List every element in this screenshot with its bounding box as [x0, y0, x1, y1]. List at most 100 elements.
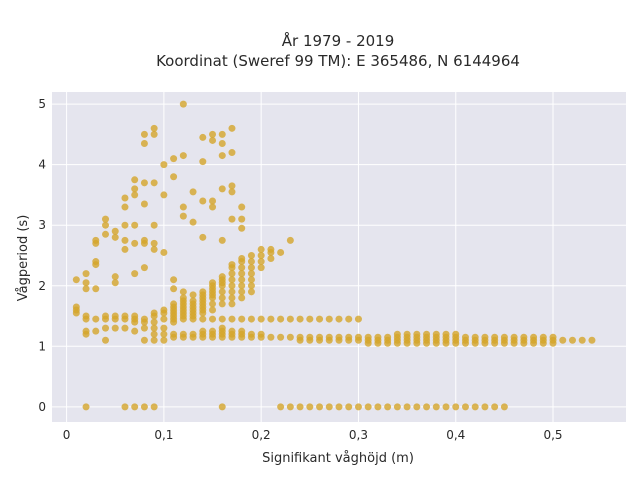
- data-point: [179, 294, 187, 302]
- data-point: [218, 130, 226, 138]
- data-point: [500, 333, 508, 341]
- data-point: [209, 197, 217, 205]
- x-tick-label: 0,2: [252, 428, 271, 442]
- data-point: [247, 315, 255, 323]
- data-point: [199, 315, 207, 323]
- data-point: [150, 324, 158, 332]
- data-point: [238, 215, 246, 223]
- data-point: [189, 218, 197, 226]
- data-point: [354, 315, 362, 323]
- data-point: [150, 336, 158, 344]
- data-point: [209, 279, 217, 287]
- data-point: [209, 300, 217, 308]
- data-point: [306, 403, 314, 411]
- data-point: [121, 245, 129, 253]
- data-point: [140, 403, 148, 411]
- data-point: [432, 403, 440, 411]
- data-point: [140, 139, 148, 147]
- data-point: [267, 245, 275, 253]
- data-point: [461, 403, 469, 411]
- data-point: [209, 327, 217, 335]
- data-point: [150, 221, 158, 229]
- data-point: [530, 333, 538, 341]
- data-point: [131, 312, 139, 320]
- data-point: [72, 303, 80, 311]
- data-point: [160, 330, 168, 338]
- data-point: [267, 315, 275, 323]
- data-point: [121, 403, 129, 411]
- data-point: [286, 236, 294, 244]
- data-point: [92, 258, 100, 266]
- data-point: [150, 318, 158, 326]
- data-point: [267, 255, 275, 263]
- x-tick-label: 0,5: [543, 428, 562, 442]
- data-point: [452, 403, 460, 411]
- data-point: [238, 327, 246, 335]
- data-point: [150, 124, 158, 132]
- data-point: [131, 176, 139, 184]
- x-axis-ticks: 0 0,1 0,2 0,3 0,4 0,5: [63, 428, 563, 442]
- data-point: [345, 333, 353, 341]
- data-point: [218, 288, 226, 296]
- data-point: [150, 330, 158, 338]
- data-point: [228, 282, 236, 290]
- data-point: [92, 236, 100, 244]
- x-axis-label: Signifikant våghöjd (m): [262, 451, 414, 466]
- data-point: [131, 185, 139, 193]
- y-tick-label: 4: [38, 158, 46, 172]
- data-point: [160, 315, 168, 323]
- data-point: [238, 203, 246, 211]
- data-point: [111, 279, 119, 287]
- data-point: [140, 179, 148, 187]
- data-point: [82, 403, 90, 411]
- data-point: [335, 403, 343, 411]
- data-point: [150, 130, 158, 138]
- data-point: [160, 248, 168, 256]
- data-point: [403, 330, 411, 338]
- data-point: [471, 333, 479, 341]
- data-point: [296, 403, 304, 411]
- data-point: [325, 403, 333, 411]
- data-point: [102, 215, 110, 223]
- data-point: [140, 336, 148, 344]
- data-point: [384, 403, 392, 411]
- data-point: [325, 315, 333, 323]
- data-point: [247, 330, 255, 338]
- data-point: [131, 270, 139, 278]
- data-point: [179, 330, 187, 338]
- chart-title-line2: Koordinat (Sweref 99 TM): E 365486, N 61…: [156, 52, 520, 70]
- data-point: [520, 333, 528, 341]
- x-tick-label: 0,3: [349, 428, 368, 442]
- data-point: [121, 221, 129, 229]
- data-point: [228, 261, 236, 269]
- data-point: [257, 251, 265, 259]
- data-point: [209, 136, 217, 144]
- data-point: [131, 221, 139, 229]
- data-point: [481, 403, 489, 411]
- y-axis-label: Vågperiod (s): [16, 215, 31, 302]
- data-point: [257, 330, 265, 338]
- data-point: [218, 139, 226, 147]
- data-point: [170, 276, 178, 284]
- data-point: [452, 330, 460, 338]
- data-point: [92, 327, 100, 335]
- data-point: [228, 188, 236, 196]
- data-point: [160, 161, 168, 169]
- data-point: [228, 182, 236, 190]
- data-point: [247, 270, 255, 278]
- data-point: [257, 258, 265, 266]
- data-point: [209, 315, 217, 323]
- data-point: [228, 315, 236, 323]
- data-point: [286, 403, 294, 411]
- data-point: [179, 288, 187, 296]
- y-tick-label: 0: [38, 400, 46, 414]
- data-point: [82, 327, 90, 335]
- x-tick-label: 0,1: [154, 428, 173, 442]
- data-point: [111, 227, 119, 235]
- data-point: [403, 403, 411, 411]
- data-point: [277, 333, 285, 341]
- data-point: [257, 264, 265, 272]
- data-point: [257, 245, 265, 253]
- y-tick-label: 5: [38, 97, 46, 111]
- data-point: [228, 288, 236, 296]
